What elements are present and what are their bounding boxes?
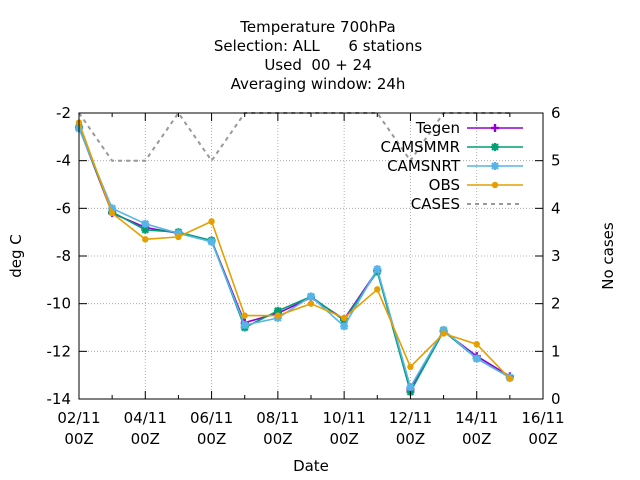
x-tick-label: 08/11 [256, 409, 299, 427]
legend-item-obs: OBS [429, 176, 523, 194]
series-obs [75, 119, 514, 382]
point-camsnrt [340, 322, 349, 331]
x-tick-label: 06/11 [190, 409, 233, 427]
series-line-obs [78, 122, 511, 380]
title-line: Used 00 + 24 [264, 56, 371, 74]
x-axis-label: Date [293, 457, 329, 475]
legend-item-cases: CASES [411, 195, 523, 213]
legend-item-camsnrt: CAMSNRT [387, 157, 523, 175]
legend-item-tegen: Tegen [415, 119, 523, 137]
y2-tick-label: 4 [551, 199, 561, 217]
point-obs [374, 286, 381, 293]
legend-marker [491, 124, 499, 132]
x-tick-label: 12/11 [389, 409, 432, 427]
x-tick-label: 00Z [396, 430, 425, 448]
series-line-camsmmr [78, 127, 511, 394]
point-obs [274, 312, 282, 319]
y-tick-label: -8 [56, 247, 71, 265]
title-line: Selection: ALL 6 stations [214, 37, 422, 55]
y2-tick-label: 2 [551, 295, 561, 313]
x-tick-label: 14/11 [455, 409, 498, 427]
y2-tick-label: 5 [551, 152, 561, 170]
point-obs [142, 236, 149, 243]
point-obs [175, 233, 182, 241]
series-layer [75, 111, 514, 396]
point-obs [108, 209, 116, 217]
y-tick-label: -14 [47, 390, 72, 408]
point-obs [506, 375, 514, 382]
legend-marker [491, 143, 499, 151]
title-line: Temperature 700hPa [239, 18, 396, 36]
point-camsnrt [141, 219, 150, 228]
y2-axis-label: No cases [599, 222, 617, 290]
legend-marker [491, 162, 499, 170]
legend-label: OBS [429, 176, 460, 194]
legend-label: CAMSMMR [380, 138, 460, 156]
legend-label: CAMSNRT [387, 157, 461, 175]
legend-label: Tegen [415, 119, 460, 137]
y2-tick-label: 0 [551, 390, 561, 408]
y-tick-label: -10 [47, 295, 72, 313]
point-camsnrt [472, 354, 481, 363]
y-tick-label: -4 [56, 152, 71, 170]
point-camsnrt [307, 292, 315, 301]
y2-tick-label: 3 [551, 247, 561, 265]
x-tick-label: 00Z [197, 430, 226, 448]
y-tick-label: -2 [56, 104, 71, 122]
point-obs [440, 330, 447, 337]
legend-label: CASES [411, 195, 460, 213]
point-camsnrt [240, 321, 249, 330]
x-tick-label: 02/11 [57, 409, 100, 427]
x-tick-label: 00Z [131, 430, 160, 448]
x-tick-label: 00Z [64, 430, 93, 448]
point-obs [340, 314, 348, 322]
legend-marker [491, 181, 499, 189]
x-tick-label: 00Z [528, 430, 557, 448]
legend-item-camsmmr: CAMSMMR [380, 138, 523, 156]
point-obs [241, 312, 248, 319]
axes: -2 -4 -6 -8 -10 -12 -14 6 5 4 3 2 1 0 02/11 00Z 04/11 00Z… [7, 104, 617, 475]
point-obs [407, 363, 414, 371]
x-tick-label: 16/11 [521, 409, 564, 427]
y2-tick-label: 6 [551, 104, 561, 122]
point-camsnrt [373, 265, 382, 274]
title-line: Averaging window: 24h [231, 75, 406, 93]
y-tick-label: -12 [47, 342, 72, 360]
point-obs [307, 300, 315, 307]
x-tick-label: 00Z [329, 430, 358, 448]
x-tick-label: 00Z [263, 430, 292, 448]
point-obs [208, 218, 215, 225]
point-camsnrt [406, 383, 415, 392]
x-tick-label: 10/11 [323, 409, 366, 427]
y-tick-label: -6 [56, 199, 71, 217]
point-camsnrt [207, 237, 216, 246]
x-tick-label: 04/11 [124, 409, 167, 427]
point-camsmmr [141, 225, 150, 234]
x-tick-label: 00Z [462, 430, 491, 448]
y2-tick-label: 1 [551, 342, 561, 360]
y-axis-label: deg C [7, 234, 25, 278]
point-obs [473, 340, 480, 348]
